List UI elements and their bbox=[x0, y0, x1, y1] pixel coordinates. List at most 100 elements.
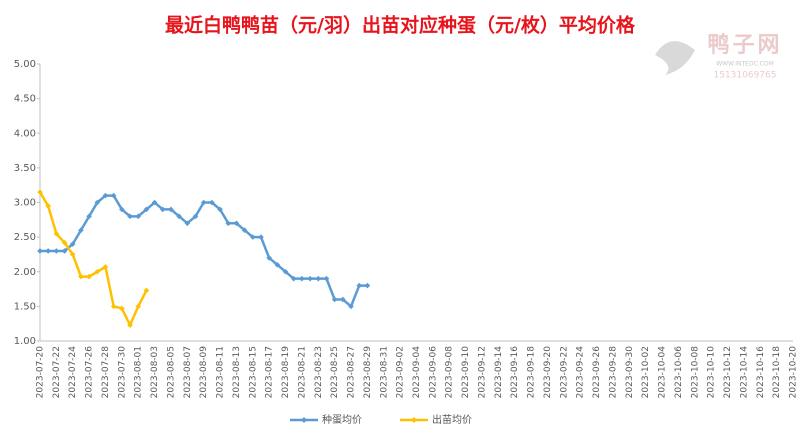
legend-marker bbox=[301, 417, 307, 423]
x-tick-label: 2023-09-12 bbox=[477, 346, 487, 398]
x-tick-label: 2023-10-04 bbox=[658, 346, 668, 399]
point-marker bbox=[258, 234, 264, 240]
x-tick-label: 2023-08-25 bbox=[330, 346, 340, 398]
point-marker bbox=[217, 206, 223, 213]
point-marker bbox=[315, 275, 322, 282]
y-tick-label: 1.50 bbox=[14, 301, 36, 312]
series-line bbox=[40, 194, 368, 309]
x-tick-label: 2023-09-02 bbox=[396, 346, 406, 398]
point-marker bbox=[282, 268, 289, 275]
y-tick-label: 2.50 bbox=[14, 232, 36, 243]
point-marker bbox=[331, 296, 338, 303]
point-marker bbox=[102, 264, 109, 270]
x-tick-label: 2023-09-14 bbox=[494, 346, 504, 399]
point-marker bbox=[78, 273, 84, 280]
x-tick-label: 2023-09-06 bbox=[428, 346, 438, 399]
series-line bbox=[38, 191, 148, 329]
point-marker bbox=[127, 322, 133, 328]
point-marker bbox=[266, 255, 272, 261]
point-marker bbox=[78, 227, 84, 233]
point-marker bbox=[61, 248, 68, 254]
point-marker bbox=[250, 234, 256, 240]
x-tick-label: 2023-08-19 bbox=[281, 346, 291, 399]
point-marker bbox=[192, 213, 199, 220]
y-tick-label: 3.50 bbox=[14, 163, 36, 174]
x-tick-label: 2023-09-20 bbox=[543, 346, 553, 399]
x-tick-label: 2023-08-27 bbox=[347, 346, 357, 398]
x-tick-label: 2023-09-26 bbox=[592, 346, 602, 399]
x-tick-label: 2023-09-22 bbox=[559, 346, 569, 398]
point-marker bbox=[340, 296, 346, 303]
watermark-name: 鸭子网 bbox=[707, 32, 782, 58]
x-tick-label: 2023-08-23 bbox=[314, 346, 324, 398]
x-tick-label: 2023-09-28 bbox=[608, 346, 618, 399]
point-marker bbox=[119, 206, 125, 213]
x-tick-label: 2023-07-28 bbox=[101, 346, 111, 399]
x-tick-label: 2023-08-31 bbox=[379, 346, 389, 398]
x-tick-label: 2023-08-21 bbox=[297, 346, 307, 398]
point-marker bbox=[69, 241, 76, 247]
x-tick-label: 2023-10-18 bbox=[772, 346, 782, 399]
x-tick-label: 2023-07-20 bbox=[36, 346, 46, 399]
watermark: 鸭子网 WWW.INTEDC.COM 15131069765 bbox=[655, 32, 782, 81]
y-tick-label: 4.50 bbox=[14, 94, 36, 105]
x-tick-label: 2023-09-10 bbox=[461, 346, 471, 399]
x-tick-label: 2023-08-13 bbox=[232, 346, 242, 398]
point-marker bbox=[233, 220, 240, 227]
x-tick-label: 2023-07-22 bbox=[52, 346, 62, 398]
x-tick-label: 2023-08-09 bbox=[199, 346, 209, 399]
point-marker bbox=[53, 230, 60, 237]
point-marker bbox=[127, 213, 133, 220]
x-tick-label: 2023-08-11 bbox=[216, 346, 226, 398]
x-tick-label: 2023-10-02 bbox=[641, 346, 651, 398]
point-marker bbox=[37, 248, 43, 254]
x-tick-label: 2023-10-12 bbox=[723, 346, 733, 398]
point-marker bbox=[290, 275, 297, 282]
point-marker bbox=[110, 303, 117, 310]
y-tick-label: 2.00 bbox=[14, 267, 36, 278]
point-marker bbox=[69, 251, 76, 258]
point-marker bbox=[151, 199, 158, 206]
point-marker bbox=[209, 199, 215, 206]
point-marker bbox=[200, 199, 207, 206]
x-tick-label: 2023-07-26 bbox=[85, 346, 95, 399]
watermark-logo bbox=[655, 41, 695, 75]
x-tick-label: 2023-08-03 bbox=[150, 346, 160, 398]
point-marker bbox=[348, 303, 354, 310]
point-marker bbox=[143, 287, 150, 294]
y-tick-label: 4.00 bbox=[14, 128, 36, 139]
x-tick-label: 2023-07-24 bbox=[68, 346, 78, 399]
point-marker bbox=[86, 273, 92, 280]
point-marker bbox=[102, 192, 109, 199]
point-marker bbox=[53, 248, 60, 254]
x-tick-label: 2023-09-08 bbox=[445, 346, 455, 399]
point-marker bbox=[307, 275, 313, 282]
x-tick-label: 2023-10-08 bbox=[690, 346, 700, 399]
point-marker bbox=[61, 239, 68, 246]
point-marker bbox=[135, 213, 142, 220]
legend-marker bbox=[411, 417, 417, 423]
point-marker bbox=[159, 206, 166, 213]
point-marker bbox=[37, 189, 43, 195]
point-marker bbox=[176, 213, 182, 220]
x-tick-label: 2023-08-17 bbox=[265, 346, 275, 398]
point-marker bbox=[168, 206, 174, 213]
legend-label: 出苗均价 bbox=[432, 413, 472, 426]
point-marker bbox=[299, 275, 305, 282]
watermark-url: WWW.INTEDC.COM bbox=[716, 61, 774, 68]
point-marker bbox=[94, 199, 101, 206]
x-tick-label: 2023-08-07 bbox=[183, 346, 193, 398]
point-marker bbox=[184, 220, 191, 227]
point-marker bbox=[274, 262, 281, 268]
y-tick-label: 1.00 bbox=[14, 336, 36, 347]
point-marker bbox=[110, 192, 117, 199]
x-tick-label: 2023-10-10 bbox=[707, 346, 717, 399]
x-tick-label: 2023-10-20 bbox=[789, 346, 799, 399]
x-tick-label: 2023-09-16 bbox=[510, 346, 520, 399]
y-tick-label: 5.00 bbox=[14, 59, 36, 70]
legend-label: 种蛋均价 bbox=[322, 413, 362, 426]
y-tick-label: 3.00 bbox=[14, 198, 36, 209]
point-marker bbox=[241, 227, 248, 233]
